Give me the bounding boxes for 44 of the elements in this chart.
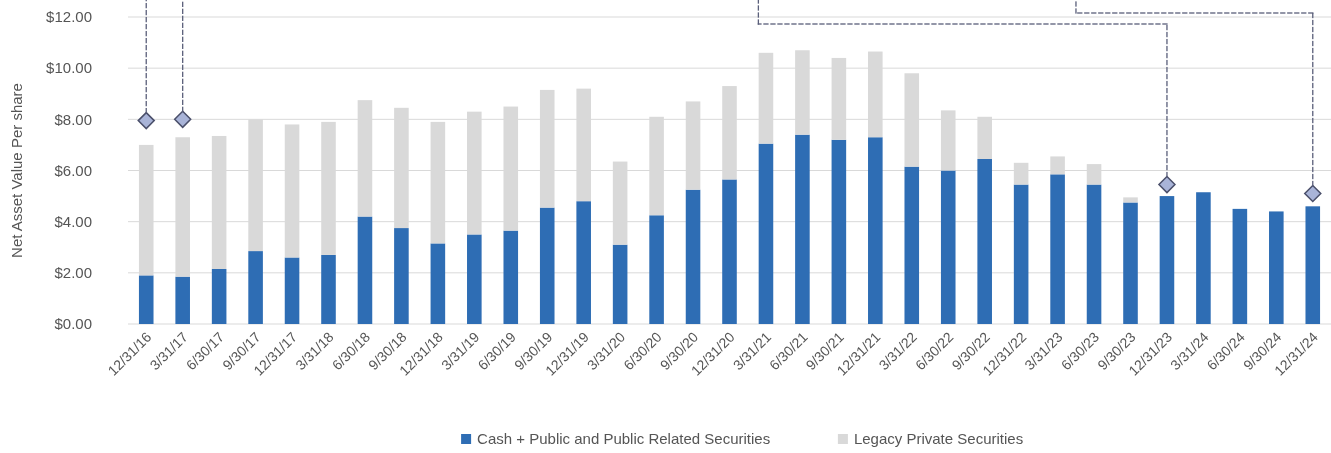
bar	[576, 201, 591, 324]
bar	[1269, 211, 1284, 324]
bar	[357, 216, 373, 324]
bar	[649, 215, 664, 324]
legend-label: Cash + Public and Public Related Securities	[477, 430, 771, 448]
bar	[722, 179, 737, 324]
bar	[795, 134, 810, 324]
y-tick-label: $4.00	[54, 212, 92, 230]
bar	[284, 257, 300, 324]
bar	[1159, 196, 1175, 324]
bar	[394, 228, 409, 324]
y-tick-label: $12.00	[46, 8, 92, 26]
legend-label: Legacy Private Securities	[853, 430, 1024, 448]
bar	[685, 189, 701, 324]
y-tick-label: $6.00	[54, 161, 92, 179]
y-axis-title: Net Asset Value Per share	[8, 83, 25, 258]
bar	[321, 254, 336, 324]
bar	[1050, 174, 1065, 324]
bar	[1086, 184, 1102, 324]
bar	[1232, 208, 1248, 324]
bar	[138, 275, 154, 324]
y-tick-label: $2.00	[54, 264, 92, 282]
bar	[612, 244, 628, 324]
bar	[1196, 192, 1211, 324]
bar	[831, 139, 847, 324]
bar	[977, 158, 992, 324]
bar	[175, 276, 190, 324]
bar	[430, 243, 446, 324]
y-tick-label: $8.00	[54, 110, 92, 128]
bar	[1305, 206, 1321, 324]
bar	[467, 234, 482, 324]
bar	[539, 207, 555, 324]
y-tick-label: $0.00	[54, 315, 92, 333]
bar	[758, 143, 774, 324]
bar	[868, 137, 883, 324]
bar	[1123, 202, 1138, 324]
bar	[904, 166, 920, 324]
bar	[1123, 197, 1138, 203]
bar	[940, 170, 956, 324]
bar	[503, 230, 519, 324]
bar	[1013, 184, 1029, 324]
bar	[248, 251, 263, 324]
bar	[211, 269, 227, 324]
y-tick-label: $10.00	[46, 59, 92, 77]
